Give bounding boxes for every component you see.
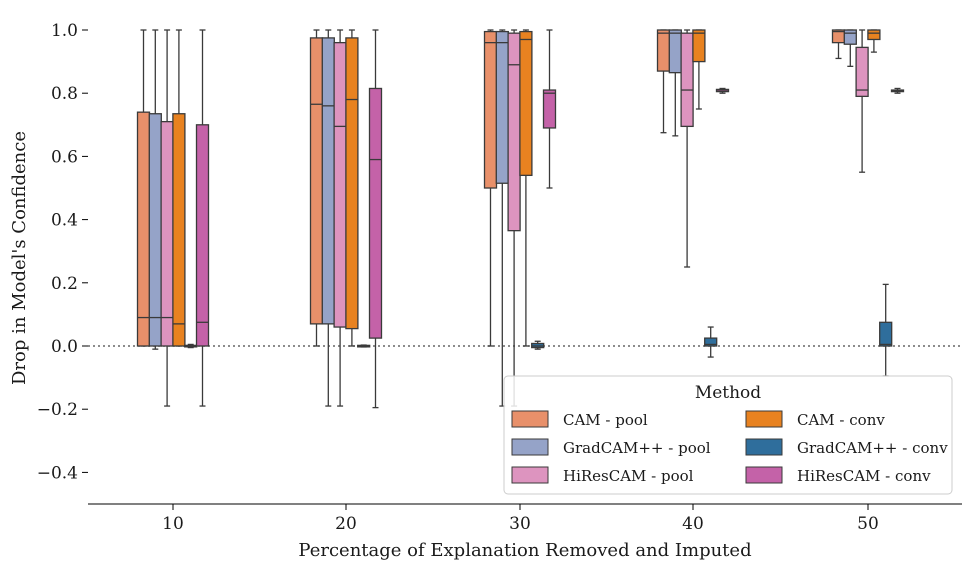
box-hirescam-pool-20 — [333, 29, 347, 407]
box-cam-conv-10 — [172, 29, 186, 347]
box-gradcam-conv-50 — [879, 283, 893, 377]
x-tick-label: 40 — [682, 514, 704, 534]
legend-swatch — [511, 466, 549, 484]
box-gradcam-pool-40 — [668, 29, 682, 137]
box-iqr — [195, 124, 210, 347]
y-tick-label: 0.0 — [51, 337, 78, 357]
box-iqr — [507, 32, 521, 232]
box-iqr — [495, 30, 509, 184]
box-hirescam-conv-10 — [195, 29, 210, 407]
legend: Method CAM - pool GradCAM++ - pool HiResCA… — [503, 375, 953, 495]
box-iqr — [483, 30, 498, 189]
legend-swatch — [511, 410, 549, 428]
y-tick-label: 0.6 — [51, 147, 78, 167]
x-tick-label: 20 — [335, 514, 357, 534]
box-hirescam-pool-50 — [855, 29, 869, 173]
legend-item: HiResCAM - conv — [745, 466, 931, 485]
legend-label: GradCAM++ - conv — [797, 439, 948, 457]
box-cam-pool-20 — [309, 29, 324, 347]
box-iqr — [309, 37, 324, 325]
box-cam-pool-40 — [656, 29, 671, 134]
box-iqr — [345, 37, 359, 330]
box-iqr — [172, 113, 186, 347]
legend-item: HiResCAM - pool — [511, 466, 694, 485]
box-iqr — [321, 37, 335, 325]
box-hirescam-pool-40 — [680, 29, 694, 268]
x-tick-label: 10 — [162, 514, 184, 534]
y-axis: −0.4 −0.2 0.0 0.2 0.4 0.6 0.8 1.0 — [37, 21, 88, 483]
box-gradcam-conv-40 — [704, 326, 718, 358]
legend-item: CAM - conv — [745, 410, 885, 429]
box-hirescam-conv-30 — [542, 29, 557, 189]
box-cam-conv-20 — [345, 29, 359, 347]
y-tick-label: −0.4 — [37, 463, 78, 483]
box-iqr — [855, 46, 869, 98]
legend-item: CAM - pool — [511, 410, 648, 429]
box-iqr — [333, 41, 347, 328]
box-hirescam-pool-10 — [160, 29, 174, 407]
box-iqr — [668, 29, 682, 74]
y-axis-title: Drop in Model's Confidence — [9, 131, 30, 385]
legend-item: GradCAM++ - conv — [745, 438, 948, 457]
box-iqr — [656, 29, 671, 72]
y-tick-label: 1.0 — [51, 21, 78, 41]
legend-label: CAM - conv — [797, 411, 885, 429]
box-gradcam-conv-20 — [357, 344, 371, 348]
box-hirescam-conv-40 — [715, 87, 730, 94]
box-hirescam-conv-50 — [890, 87, 905, 94]
box-cam-conv-40 — [692, 29, 706, 110]
box-gradcam-pool-30 — [495, 29, 509, 407]
legend-label: GradCAM++ - pool — [563, 439, 711, 457]
box-iqr — [136, 111, 151, 347]
y-tick-label: 0.2 — [51, 274, 78, 294]
x-axis: 10 20 30 40 50 — [162, 504, 879, 534]
legend-swatch — [511, 438, 549, 456]
box-iqr — [542, 89, 557, 129]
box-iqr — [160, 120, 174, 347]
box-iqr — [867, 29, 881, 41]
box-iqr — [680, 32, 694, 128]
legend-label: HiResCAM - conv — [797, 467, 931, 485]
y-tick-label: 0.8 — [51, 84, 78, 104]
box-iqr — [692, 29, 706, 63]
box-cam-pool-50 — [831, 29, 846, 60]
legend-label: HiResCAM - pool — [563, 467, 694, 485]
box-gradcam-pool-10 — [148, 29, 162, 350]
box-iqr — [519, 30, 533, 177]
legend-label: CAM - pool — [563, 411, 648, 429]
box-gradcam-pool-20 — [321, 29, 335, 407]
x-axis-title: Percentage of Explanation Removed and Im… — [298, 540, 751, 561]
box-iqr — [148, 113, 162, 347]
legend-title: Method — [695, 383, 761, 403]
box-gradcam-conv-30 — [531, 340, 545, 350]
box-cam-conv-50 — [867, 29, 881, 53]
legend-swatch — [745, 438, 783, 456]
legend-item: GradCAM++ - pool — [511, 438, 711, 457]
y-tick-label: 0.4 — [51, 211, 78, 231]
box-iqr — [704, 337, 718, 347]
x-tick-label: 30 — [509, 514, 531, 534]
box-gradcam-pool-50 — [843, 29, 857, 67]
box-gradcam-conv-10 — [184, 343, 198, 349]
box-hirescam-conv-20 — [368, 29, 383, 409]
plot-area — [136, 29, 905, 409]
box-iqr — [879, 321, 893, 347]
box-iqr — [368, 87, 383, 339]
legend-swatch — [745, 410, 783, 428]
x-tick-label: 50 — [857, 514, 879, 534]
box-cam-pool-10 — [136, 29, 151, 347]
legend-swatch — [745, 466, 783, 484]
box-iqr — [843, 29, 857, 45]
box-hirescam-pool-30 — [507, 29, 521, 407]
box-cam-conv-30 — [519, 29, 533, 347]
legend-frame — [503, 375, 953, 495]
box-cam-pool-30 — [483, 29, 498, 347]
y-tick-label: −0.2 — [37, 400, 78, 420]
